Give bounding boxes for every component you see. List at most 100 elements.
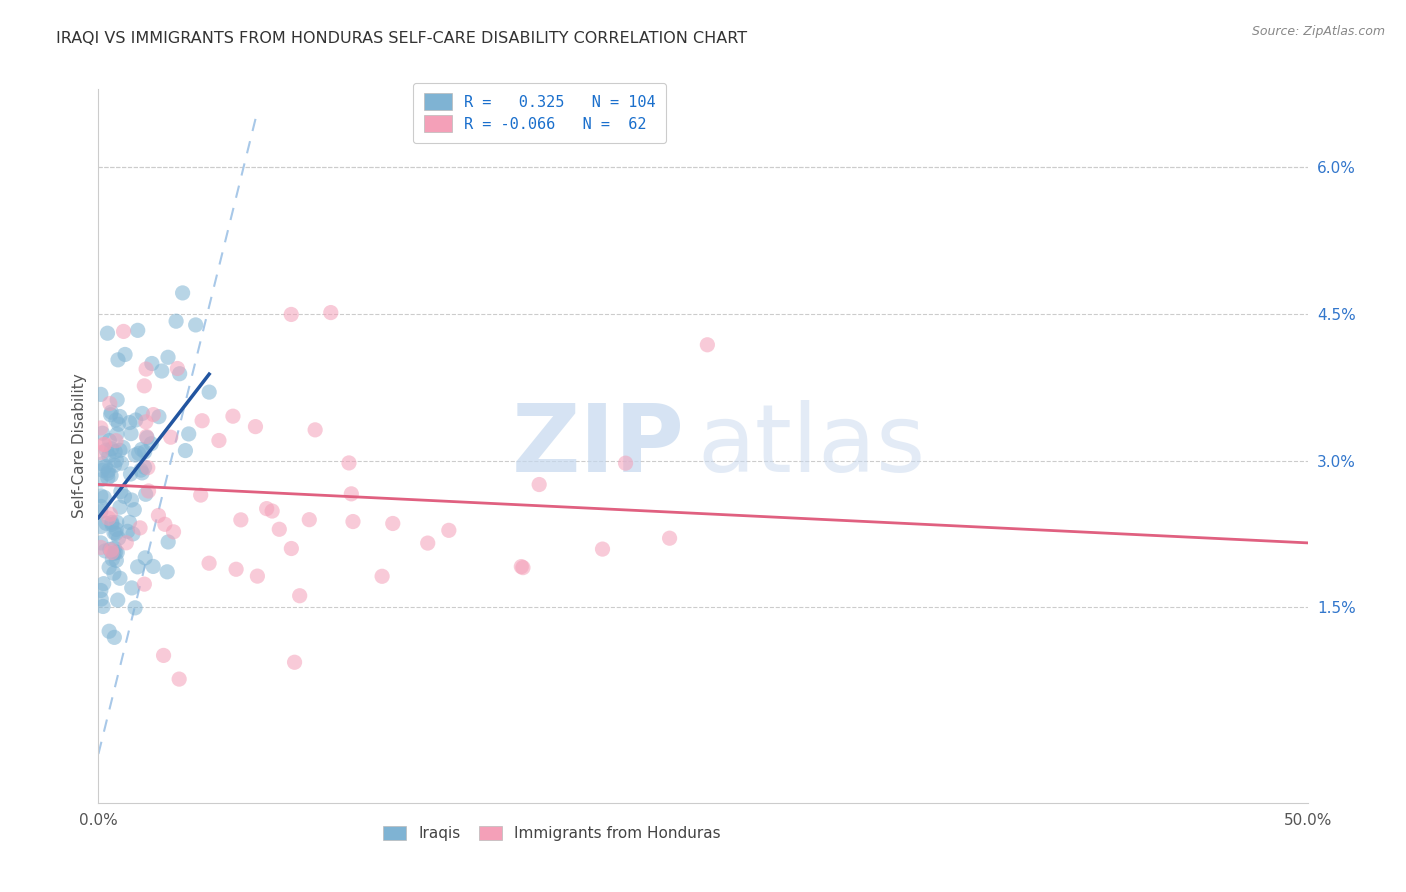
Point: [131, 442, 153, 457]
Point: [135, 429, 157, 443]
Point: [101, 552, 124, 566]
Point: [159, 430, 181, 444]
Point: [166, 361, 188, 376]
Point: [288, 589, 311, 603]
Point: [90, 473, 112, 487]
Point: [127, 559, 149, 574]
Point: [169, 367, 191, 381]
Point: [120, 467, 142, 481]
Point: [93, 576, 115, 591]
Point: [510, 559, 533, 574]
Point: [104, 526, 127, 541]
Point: [157, 351, 180, 365]
Text: Source: ZipAtlas.com: Source: ZipAtlas.com: [1251, 25, 1385, 38]
Text: IRAQI VS IMMIGRANTS FROM HONDURAS SELF-CARE DISABILITY CORRELATION CHART: IRAQI VS IMMIGRANTS FROM HONDURAS SELF-C…: [56, 31, 748, 46]
Point: [134, 460, 156, 475]
Point: [97, 511, 120, 525]
Point: [100, 545, 122, 559]
Point: [112, 441, 135, 455]
Point: [114, 490, 136, 504]
Point: [124, 502, 146, 516]
Point: [98, 507, 121, 521]
Point: [117, 524, 139, 539]
Point: [101, 517, 124, 532]
Point: [100, 543, 122, 558]
Point: [115, 536, 138, 550]
Point: [371, 569, 394, 583]
Point: [190, 488, 212, 502]
Point: [105, 453, 128, 467]
Point: [90, 583, 112, 598]
Point: [229, 513, 252, 527]
Point: [90, 445, 112, 459]
Point: [98, 396, 121, 410]
Point: [134, 379, 156, 393]
Point: [150, 364, 173, 378]
Point: [96, 326, 118, 341]
Point: [245, 419, 267, 434]
Point: [120, 426, 142, 441]
Point: [174, 443, 197, 458]
Point: [696, 338, 718, 352]
Point: [136, 460, 159, 475]
Point: [184, 318, 207, 332]
Point: [298, 513, 321, 527]
Point: [105, 553, 128, 567]
Point: [94, 516, 117, 531]
Point: [105, 427, 128, 442]
Point: [381, 516, 404, 531]
Point: [112, 325, 135, 339]
Point: [592, 542, 614, 557]
Point: [142, 408, 165, 422]
Point: [97, 464, 120, 478]
Point: [246, 569, 269, 583]
Point: [108, 500, 131, 515]
Point: [100, 408, 122, 422]
Point: [304, 423, 326, 437]
Point: [134, 577, 156, 591]
Point: [103, 525, 125, 540]
Point: [141, 357, 163, 371]
Point: [105, 515, 128, 529]
Point: [105, 523, 128, 537]
Point: [129, 463, 152, 477]
Point: [225, 562, 247, 576]
Point: [135, 362, 157, 376]
Point: [167, 672, 190, 686]
Point: [198, 385, 221, 400]
Point: [138, 483, 160, 498]
Point: [177, 426, 200, 441]
Point: [191, 414, 214, 428]
Point: [98, 434, 121, 448]
Point: [437, 524, 460, 538]
Point: [256, 501, 278, 516]
Point: [103, 458, 125, 472]
Point: [103, 546, 125, 560]
Point: [136, 431, 159, 445]
Point: [142, 559, 165, 574]
Point: [108, 443, 131, 458]
Point: [125, 413, 148, 427]
Point: [97, 471, 120, 485]
Point: [110, 484, 132, 499]
Point: [91, 463, 114, 477]
Point: [90, 505, 112, 519]
Point: [104, 541, 127, 555]
Text: atlas: atlas: [697, 400, 925, 492]
Point: [93, 437, 115, 451]
Point: [129, 521, 152, 535]
Legend: Iraqis, Immigrants from Honduras: Iraqis, Immigrants from Honduras: [375, 818, 728, 848]
Point: [122, 527, 145, 541]
Point: [128, 446, 150, 460]
Point: [269, 522, 291, 536]
Point: [107, 593, 129, 607]
Point: [280, 541, 302, 556]
Point: [280, 308, 302, 322]
Point: [337, 456, 360, 470]
Point: [90, 541, 112, 555]
Point: [94, 459, 117, 474]
Point: [90, 387, 112, 401]
Point: [153, 517, 176, 532]
Point: [152, 648, 174, 663]
Point: [114, 347, 136, 361]
